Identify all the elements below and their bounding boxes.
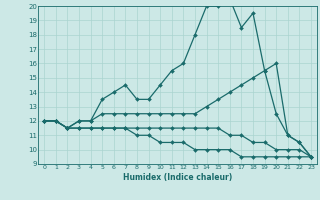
- X-axis label: Humidex (Indice chaleur): Humidex (Indice chaleur): [123, 173, 232, 182]
